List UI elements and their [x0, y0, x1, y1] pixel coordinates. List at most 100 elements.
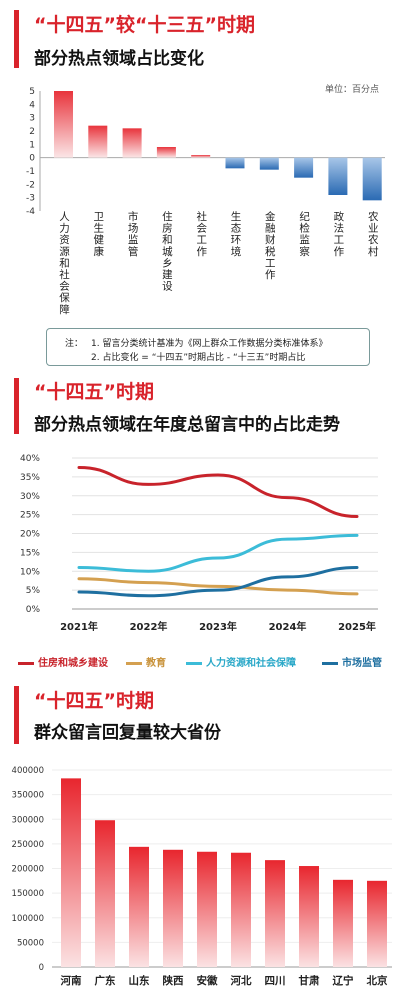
chart-3-category-label: 山东: [129, 974, 150, 987]
note-label: 注：: [65, 339, 84, 349]
chart-1-category-label: 社会工作: [196, 210, 207, 258]
legend-label-market: 市场监管: [342, 658, 382, 669]
chart-2-y-tick-label: 30%: [20, 492, 40, 502]
section-1-title: “十四五”较“十三五”时期: [34, 14, 255, 36]
chart-1-category-label: 纪检监察: [299, 211, 310, 258]
legend-item-hr: 人力资源和社会保障: [186, 654, 296, 669]
chart-3-category-label: 辽宁: [333, 974, 354, 987]
chart-3-category-label: 安徽: [197, 974, 218, 987]
legend-item-market: 市场监管: [322, 654, 382, 669]
chart-3-y-tick-label: 100000: [12, 914, 44, 924]
chart-1-change-bar-chart: 5 4 3 2 1 0 -1 -2 -3 -4 人力资源和社会保障 卫生健康 市场监管 住房和城乡建设 社会…: [26, 87, 385, 316]
chart-2-series-line: [77, 533, 359, 573]
chart-1-y-tick-label: -3: [26, 194, 35, 204]
chart-1-bar: [156, 147, 176, 158]
chart-1-bar: [54, 91, 73, 158]
chart-2-series-line: [77, 577, 359, 596]
chart-2-series-line: [77, 565, 359, 598]
chart-3-y-tick-label: 200000: [12, 865, 44, 875]
chart-3-bar: [367, 880, 387, 967]
note-line-2: 2. 占比变化 = “十四五”时期占比 - “十三五”时期占比: [91, 353, 306, 363]
chart-1-bar: [328, 157, 348, 195]
chart-2-y-tick-label: 15%: [20, 548, 40, 558]
chart-1-category-label: 金融财税工作: [265, 210, 276, 281]
chart-1-category-label: 住房和城乡建设: [162, 210, 173, 293]
chart-1-bar: [294, 157, 314, 178]
chart-3-y-tick-label: 150000: [12, 889, 44, 899]
chart-1-category-label: 政法工作: [334, 210, 345, 258]
legend-item-education: 教育: [126, 654, 166, 669]
chart-1-y-tick-label: 3: [29, 114, 35, 124]
chart-1-bar: [225, 157, 245, 169]
chart-3-bar: [129, 846, 149, 967]
chart-2-y-tick-label: 20%: [20, 530, 40, 540]
chart-3-y-tick-label: 400000: [12, 766, 44, 776]
chart-3-category-label: 河南: [61, 974, 82, 987]
chart-3-y-tick-label: 250000: [12, 840, 44, 850]
legend-swatch-hr: [186, 661, 202, 665]
chart-2-x-tick-label: 2022年: [130, 620, 168, 633]
chart-2-y-tick-label: 35%: [20, 473, 40, 483]
chart-1-category-label: 市场监管: [128, 210, 139, 258]
section-2-title: “十四五”时期: [34, 381, 154, 403]
chart-1-bar: [259, 157, 279, 170]
legend-label-housing: 住房和城乡建设: [38, 658, 108, 669]
section-3-title: “十四五”时期: [34, 690, 154, 712]
chart-3-category-label: 甘肃: [299, 974, 320, 987]
chart-3-y-tick-label: 0: [39, 963, 44, 973]
chart-1-y-tick-label: 1: [29, 140, 35, 150]
chart-3-category-label: 广东: [95, 974, 116, 987]
section-2-accent-bar: [14, 378, 19, 434]
chart-1-y-tick-label: 2: [29, 127, 35, 137]
legend-item-housing: 住房和城乡建设: [18, 654, 108, 669]
chart-3-category-label: 陕西: [163, 974, 184, 987]
chart-2-series-line: [77, 465, 359, 519]
chart-3-category-label: 北京: [367, 974, 388, 987]
chart-1-category-label: 生态环境: [231, 210, 242, 258]
chart-1-category-label: 人力资源和社会保障: [59, 211, 70, 316]
chart-2-x-tick-label: 2024年: [269, 620, 307, 633]
chart-2-x-tick-label: 2023年: [199, 620, 237, 633]
section-1-accent-bar: [14, 10, 19, 68]
chart-2-y-tick-label: 10%: [20, 567, 40, 577]
section-2-subtitle: 部分热点领域在年度总留言中的占比走势: [34, 415, 340, 435]
section-3-accent-bar: [14, 686, 19, 744]
chart-3-y-tick-label: 50000: [17, 938, 44, 948]
chart-1-y-tick-label: -1: [26, 167, 35, 177]
chart-3-bar: [333, 879, 353, 967]
chart-1-y-tick-label: 4: [29, 100, 35, 110]
chart-1-y-tick-label: -4: [26, 207, 35, 217]
chart-1-y-tick-label: 0: [29, 154, 35, 164]
chart-3-category-label: 河北: [231, 974, 252, 987]
chart-3-bar: [95, 820, 115, 967]
chart-2-x-tick-label: 2025年: [338, 620, 376, 633]
chart-1-category-label: 农业农村: [368, 210, 379, 258]
chart-2-y-tick-label: 0%: [26, 605, 41, 615]
chart-3-bar: [197, 851, 217, 967]
chart-3-y-tick-label: 300000: [12, 815, 44, 825]
chart-1-y-tick-label: 5: [29, 87, 35, 97]
legend-swatch-education: [126, 661, 142, 665]
chart-3-bar: [231, 852, 251, 967]
section-1-subtitle: 部分热点领域占比变化: [34, 49, 204, 69]
chart-3-category-label: 四川: [265, 975, 286, 987]
chart-1-bar: [362, 157, 382, 201]
legend-swatch-housing: [18, 661, 34, 665]
note-line-1: 1. 留言分类统计基准为《网上群众工作数据分类标准体系》: [91, 339, 328, 349]
chart-2-x-tick-label: 2021年: [60, 620, 98, 633]
legend-label-hr: 人力资源和社会保障: [206, 658, 296, 669]
chart-2-trend-line-chart: 0% 5% 10% 15% 20% 25% 30% 35% 40% 2021年 2022年 2023年…: [20, 454, 378, 633]
chart-1-unit-label: 单位：百分点: [325, 85, 380, 95]
chart-2-y-tick-label: 5%: [26, 586, 41, 596]
chart-2-legend: 住房和城乡建设 教育 人力资源和社会保障 市场监管: [0, 654, 400, 672]
chart-3-bar: [265, 860, 285, 967]
chart-1-bar: [88, 125, 108, 158]
chart-1-bar: [191, 155, 211, 158]
chart-2-y-tick-label: 25%: [20, 511, 40, 521]
chart-3-bar: [163, 849, 183, 967]
chart-1-y-tick-label: -2: [26, 180, 35, 190]
chart-2-y-tick-label: 40%: [20, 454, 40, 464]
chart-3-y-tick-label: 350000: [12, 791, 44, 801]
chart-1-bar: [122, 128, 142, 158]
legend-label-education: 教育: [146, 658, 166, 669]
